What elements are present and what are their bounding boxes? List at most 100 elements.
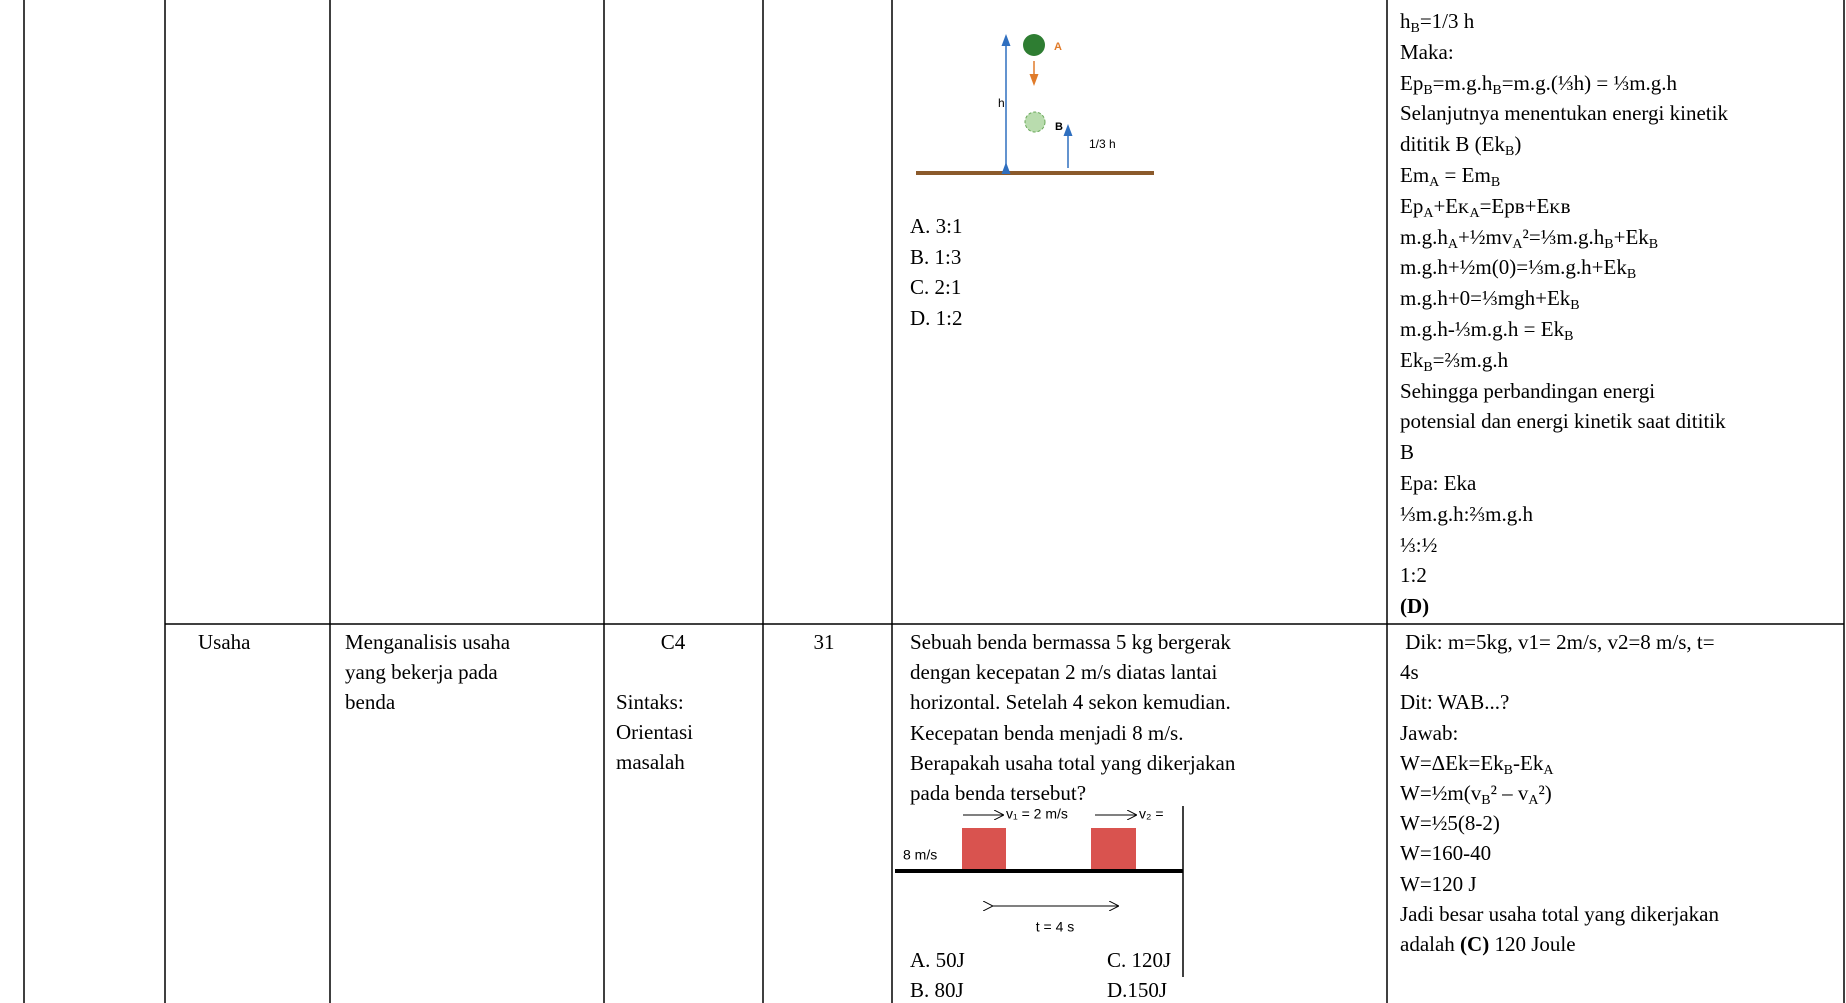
- answer-line: EkB=⅔m.g.h: [1400, 345, 1508, 375]
- text-run: m.g.h+½m(0)=⅓m.g.h+Ek: [1400, 255, 1627, 280]
- syntax-line: Sintaks:: [616, 690, 684, 714]
- text-run: W=160-40: [1400, 841, 1492, 866]
- answer-line: adalah (C) 120 Joule: [1400, 929, 1576, 959]
- subscript: A: [1447, 236, 1458, 252]
- level: C4: [660, 630, 686, 654]
- text-run: +Ek: [1613, 224, 1649, 249]
- question-line: Kecepatan benda menjadi 8 m/s.: [910, 720, 1184, 745]
- answer-line: m.g.hA+½mvA²=⅓m.g.hB+EkB: [1400, 222, 1658, 252]
- option: A. 3:1: [910, 214, 963, 238]
- answer-line: hB=1/3 h: [1400, 6, 1474, 36]
- subscript: B: [1423, 82, 1433, 98]
- answer-line: Sehingga perbandingan energi: [1400, 376, 1655, 406]
- subscript: B: [1503, 762, 1514, 778]
- topic: Usaha: [198, 630, 251, 654]
- subscript: B: [1648, 236, 1659, 252]
- text-run: = Em: [1439, 163, 1491, 187]
- answer-line: 4s: [1400, 657, 1419, 687]
- option: C. 120J: [1107, 948, 1172, 972]
- answer-line: Jawab:: [1400, 718, 1458, 748]
- subscript: B: [1505, 144, 1515, 160]
- text-run: adalah: [1400, 932, 1461, 956]
- option: B. 1:3: [910, 244, 962, 269]
- subscript: B: [1626, 267, 1637, 283]
- answer-line: m.g.h+½m(0)=⅓m.g.h+EkB: [1400, 252, 1636, 282]
- figure-label: 8 m/s: [903, 847, 937, 863]
- question-line: pada benda tersebut?: [910, 781, 1087, 805]
- question-number: 31: [813, 630, 835, 654]
- option: D. 1:2: [910, 305, 963, 330]
- answer-line: EpB=m.g.hB=m.g.(⅓h) = ⅓m.g.h: [1400, 68, 1677, 98]
- text-run: dititik B (Ek: [1400, 132, 1505, 157]
- subscript: B: [1492, 82, 1502, 98]
- text-run: ²=⅓m.g.h: [1522, 224, 1605, 249]
- motion-figure: [895, 806, 1184, 977]
- text-run: ): [1514, 132, 1522, 157]
- bold-run: (C): [1460, 932, 1490, 956]
- text-run: -Ek: [1513, 750, 1544, 775]
- text-run: 120 Joule: [1489, 932, 1576, 956]
- answer-line: W=120 J: [1400, 869, 1477, 899]
- question-line: Sebuah benda bermassa 5 kg bergerak: [910, 630, 1231, 654]
- text-run: Ep: [1400, 193, 1424, 218]
- text-run: =m.g.h: [1432, 70, 1493, 95]
- figure-label: t = 4 s: [1036, 919, 1075, 935]
- answer-line: Dit: WAB...?: [1400, 687, 1509, 717]
- option: B. 80J: [910, 978, 964, 1002]
- answer-line: Selanjutnya menentukan energi kinetik: [1400, 98, 1728, 128]
- syntax-line: masalah: [616, 750, 685, 775]
- text-run: W=120 J: [1400, 871, 1477, 896]
- subscript: B: [1481, 793, 1491, 808]
- subscript: A: [1423, 205, 1434, 221]
- text-run: Em: [1400, 163, 1430, 187]
- question-line: horizontal. Setelah 4 sekon kemudian.: [910, 690, 1231, 715]
- option: C. 2:1: [910, 275, 962, 300]
- text-run: =1/3 h: [1419, 9, 1475, 33]
- answer-line: Epa: Eka: [1400, 468, 1476, 498]
- text-run: B: [1400, 440, 1415, 465]
- bold-run: (D): [1400, 594, 1430, 619]
- answer-line: m.g.h+0=⅓mgh+EkB: [1400, 283, 1580, 313]
- answer-line: B: [1400, 437, 1414, 467]
- answer-line: EmA = EmB: [1400, 160, 1500, 190]
- text-run: Ep: [1400, 70, 1424, 95]
- subscript: B: [1570, 298, 1580, 314]
- text-run: Jadi besar usaha total yang dikerjakan: [1400, 901, 1719, 926]
- subscript: A: [1543, 762, 1554, 778]
- text-run: m.g.h+0=⅓mgh+Ek: [1400, 286, 1571, 311]
- figure-label: v₂ =: [1139, 806, 1164, 822]
- syntax-line: Orientasi: [616, 720, 693, 745]
- option: A. 50J: [910, 948, 965, 972]
- fall-figure: [916, 34, 1154, 175]
- answer-line: Dik: m=5kg, v1= 2m/s, v2=8 m/s, t=: [1400, 627, 1715, 657]
- answer-line: EpA+EᴋA=Epʙ+Eᴋʙ: [1400, 191, 1571, 221]
- text-run: Epa: Eka: [1400, 471, 1477, 495]
- answer-line: W=ΔEk=EkB-EkA: [1400, 748, 1553, 778]
- answer-line: 1:2: [1400, 560, 1427, 590]
- text-run: Jawab:: [1400, 720, 1459, 745]
- text-run: Dik: m=5kg, v1= 2m/s, v2=8 m/s, t=: [1400, 630, 1715, 654]
- answer-line: ⅓m.g.h:⅔m.g.h: [1400, 499, 1533, 529]
- text-run: ⅓:½: [1400, 532, 1438, 557]
- answer-line: W=½5(8-2): [1400, 808, 1500, 838]
- text-run: W=½5(8-2): [1400, 811, 1500, 836]
- answer-line: potensial dan energi kinetik saat dititi…: [1400, 406, 1726, 436]
- text-run: =⅔m.g.h: [1432, 347, 1509, 372]
- text-run: m.g.h-⅓m.g.h = Ek: [1400, 317, 1565, 341]
- subscript: A: [1528, 793, 1539, 808]
- text-run: 1:2: [1400, 563, 1427, 588]
- text-run: Sehingga perbandingan energi: [1400, 378, 1656, 403]
- figure-label: A: [1054, 41, 1062, 53]
- subscript: A: [1429, 175, 1440, 190]
- figure-label: B: [1055, 121, 1063, 133]
- answer-line: W=160-40: [1400, 838, 1491, 868]
- subscript: A: [1469, 205, 1480, 221]
- text-run: 4s: [1400, 660, 1419, 685]
- subscript: B: [1604, 236, 1614, 252]
- text-run: h: [1400, 9, 1411, 33]
- text-run: =Epʙ+Eᴋʙ: [1479, 193, 1571, 218]
- text-run: Ek: [1400, 347, 1424, 372]
- indicator-line: benda: [345, 690, 396, 715]
